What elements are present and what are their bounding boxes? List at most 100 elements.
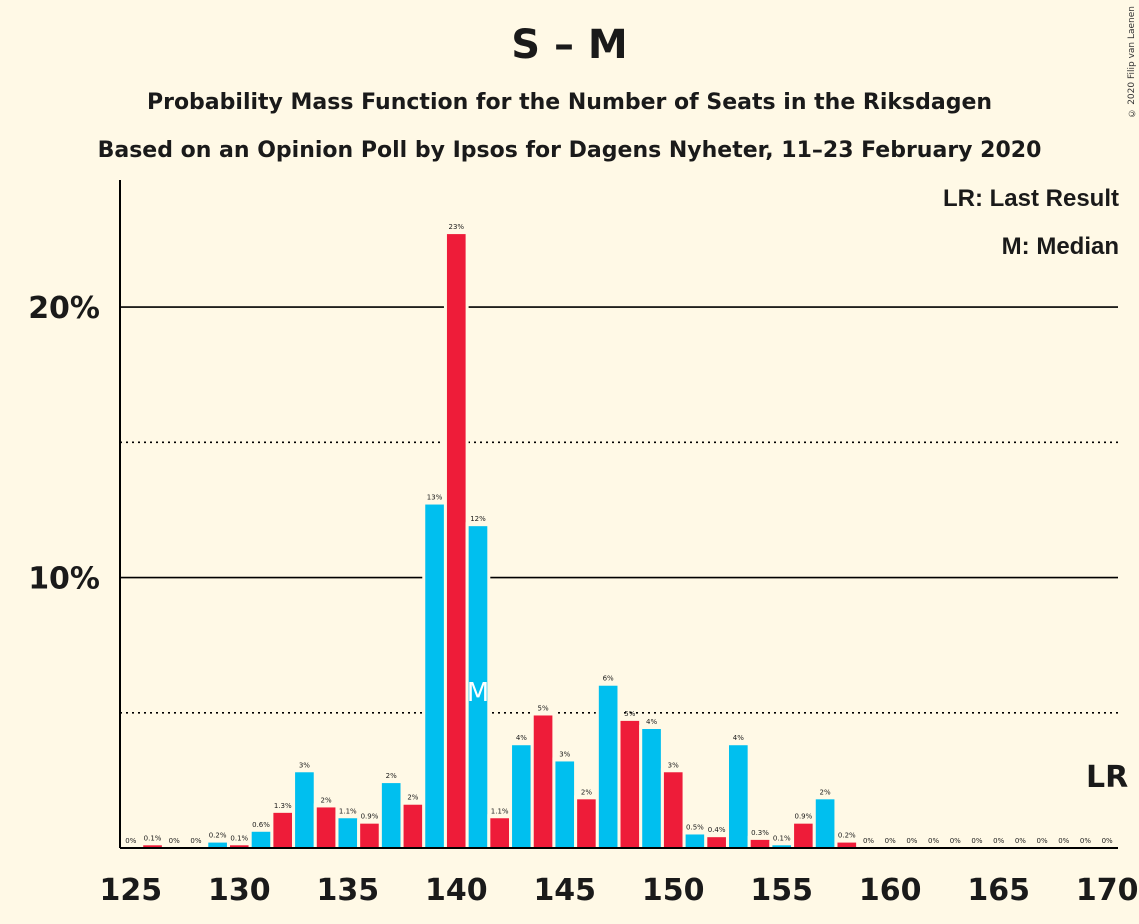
bar [837,842,857,848]
bar-label: 0.6% [252,821,270,829]
bar [685,834,705,848]
bar [251,831,271,848]
grid-lines [120,306,1118,714]
bar-label: 2% [321,796,332,804]
bar-label: 2% [820,788,831,796]
bar-label: 1.3% [274,802,292,810]
bar [577,799,596,848]
last-result-marker: LR [1086,760,1128,795]
bar [728,745,748,848]
bar [403,804,423,848]
bar-label: 0% [971,837,982,845]
x-tick-label: 140 [425,873,488,908]
bar-label: 13% [427,494,443,502]
bar [794,823,813,848]
bar [381,783,401,848]
bar [598,685,618,848]
bar [815,799,835,848]
bar [663,772,683,848]
bar-label: 0% [863,837,874,845]
bar-label: 0.1% [230,834,248,842]
bar-label: 0.5% [686,823,704,831]
bar-label: 0.2% [838,832,856,840]
x-tick-label: 125 [100,873,163,908]
y-tick-label: 10% [28,562,100,597]
bar-label: 0% [885,837,896,845]
chart-title: S – M [511,22,628,68]
bar-label: 6% [603,675,614,683]
bar-label: 4% [646,718,657,726]
x-tick-label: 145 [533,873,596,908]
bar [229,845,249,848]
bar-halo [140,841,165,848]
bar-label: 0% [1037,837,1048,845]
bar-label: 0.1% [773,834,791,842]
x-tick-label: 150 [642,873,705,908]
bar-label: 0% [190,837,201,845]
bar-label: 1.1% [339,807,357,815]
bar-label: 0% [993,837,1004,845]
bar [316,807,336,848]
bar-halo [769,841,795,848]
bar-label: 0% [1015,837,1026,845]
bar-label: 0% [1058,837,1069,845]
bar-label: 0.9% [361,813,379,821]
bar-label: 3% [299,761,310,769]
bar [425,504,444,848]
bar-label: 1.1% [491,807,509,815]
bar-halo [226,841,252,848]
bar [707,837,726,848]
median-marker: M [467,678,489,708]
bar [295,772,314,848]
chart-subtitle-poll: Based on an Opinion Poll by Ipsos for Da… [97,138,1042,163]
bar [338,818,358,848]
bar-label: 3% [668,761,679,769]
bar-label: 0% [1102,837,1113,845]
bar-label: 0% [950,837,961,845]
bar-label: 12% [470,515,486,523]
bar-label: 2% [386,772,397,780]
y-tick-label: 20% [28,291,100,326]
tick-labels: 125 130 135 140 145 150 155 160 165 170 10% 20% [28,291,1138,908]
legend-median: M: Median [1001,233,1119,260]
bar-label: 23% [449,223,465,231]
bar-label: 0.9% [795,813,813,821]
bar-label: 3% [559,750,570,758]
bar [533,715,553,848]
bar-label: 5% [538,704,549,712]
axes [119,180,1118,849]
bar [555,761,575,848]
bar [490,818,510,848]
bars [140,230,860,849]
bar [273,812,293,848]
bar-label: 0.3% [751,829,769,837]
bar-label: 0% [169,837,180,845]
bar-label: 0.1% [144,834,162,842]
markers: M LR [467,678,1129,795]
bar [360,823,379,848]
bar-labels: 0% 0.1% 0% 0%0.2% 0.1%0.6%1.3%3%2%1.1%0.9%2%… [125,223,1113,845]
bar [446,234,466,849]
bar-label: 0% [928,837,939,845]
bar-label: 2% [407,794,418,802]
bar-label: 0.4% [708,826,726,834]
x-tick-label: 130 [208,873,271,908]
bar-label: 4% [516,734,527,742]
bar-label: 4% [733,734,744,742]
bar [772,845,792,848]
bar-label: 0% [1080,837,1091,845]
bar [512,745,531,848]
chart-subtitle: Probability Mass Function for the Number… [146,90,993,115]
bar-label: 0.2% [209,832,227,840]
bar-label: 0% [125,837,136,845]
x-tick-label: 165 [967,873,1030,908]
bar [750,839,770,848]
x-tick-label: 170 [1076,873,1139,908]
bar [642,729,661,848]
legend-last-result: LR: Last Result [942,185,1119,212]
bar-label: 2% [581,788,592,796]
bar [620,720,640,848]
bar-label: 5% [624,710,635,718]
bar [208,842,227,848]
